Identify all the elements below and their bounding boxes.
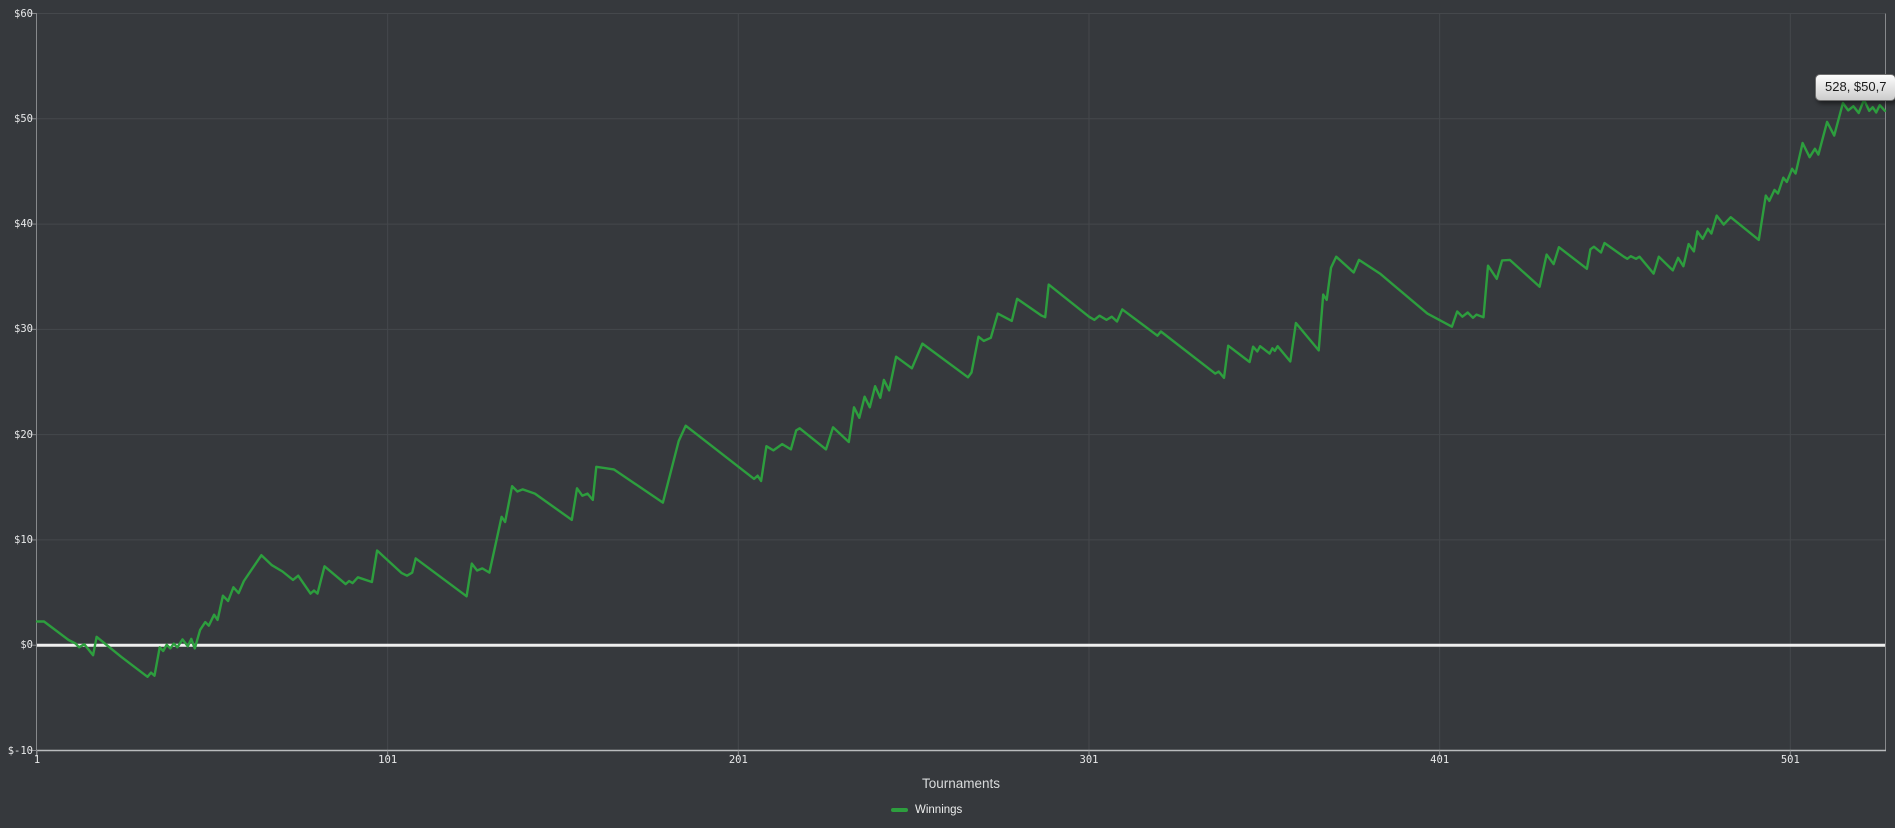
x-axis-title: Tournaments [921,776,1001,791]
x-tick-label: 1 [33,754,41,766]
x-tick-label: 501 [1780,754,1800,766]
x-tick-label: 301 [1079,754,1099,766]
y-tick-label: $40 [14,218,33,231]
y-tick-label: $60 [14,7,33,20]
tooltip-text: 528, $50,7 [1825,79,1887,94]
x-tick-label: 101 [378,754,398,766]
y-tick-label: $-10 [7,744,33,757]
legend-label-winnings: Winnings [915,804,963,816]
y-tick-label: $50 [14,112,33,125]
legend-item-winnings[interactable]: Winnings [891,804,962,816]
x-tick-label: 201 [728,754,748,766]
legend-swatch-winnings-icon [891,808,908,812]
y-tick-label: $20 [14,428,33,441]
winnings-series-line[interactable] [35,98,1887,678]
y-tick-label: $30 [14,323,33,336]
y-tick-label: $0 [20,639,33,652]
last-point-tooltip: 528, $50,7 [1815,74,1895,101]
y-tick-label: $10 [14,533,33,546]
x-tick-label: 401 [1430,754,1450,766]
